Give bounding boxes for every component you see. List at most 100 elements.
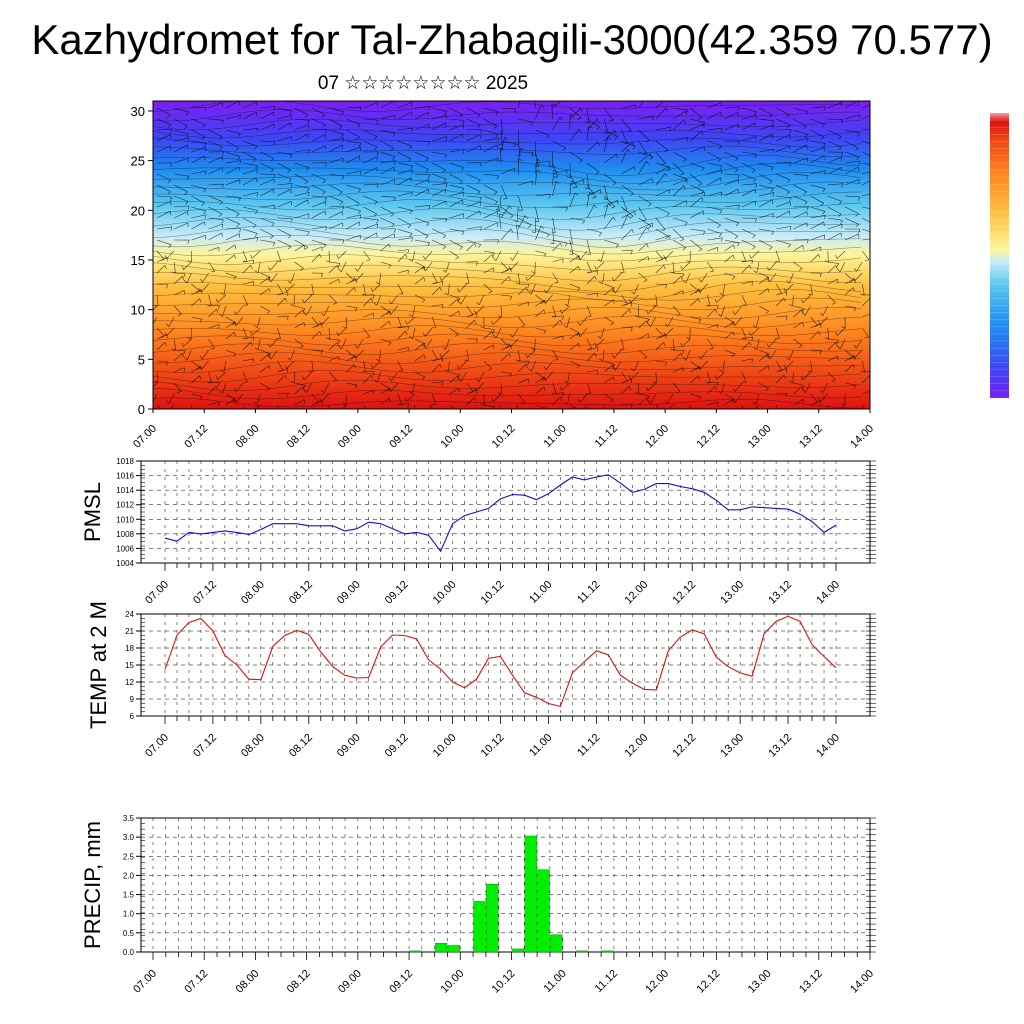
ytick-label: 3.5 xyxy=(123,814,135,823)
ytick-label: 24 xyxy=(125,610,134,619)
heatmap-xtick-label: 11.00 xyxy=(541,423,568,450)
panel-frame xyxy=(140,817,871,953)
ytick-label: 0.0 xyxy=(123,948,135,957)
precip-bar xyxy=(550,934,563,953)
ytick-label: 2.5 xyxy=(123,852,135,861)
xtick-label: 08.12 xyxy=(285,968,313,996)
series-line xyxy=(164,615,837,708)
heatmap-xtick-label: 10.00 xyxy=(438,423,466,451)
xtick-label: 11.12 xyxy=(575,579,602,606)
temp-panel: 6 9 12 15 18 21 24 07.00 07.12 08.00 08.12 09.00 09.… xyxy=(86,601,876,760)
xtick-label: 08.00 xyxy=(239,732,267,760)
precip-panel: 0.0 0.5 1.0 1.5 2.0 2.5 3.0 3.5 07.00 07.12 08.00 0… xyxy=(80,814,876,996)
ytick-label: 15 xyxy=(125,661,134,670)
ytick-label: 12 xyxy=(125,678,134,687)
heatmap-xtick-label: 14.00 xyxy=(848,423,876,451)
heatmap-ytick-label: 15 xyxy=(131,253,145,268)
colorbar xyxy=(990,112,1009,399)
ytick-label: 3.0 xyxy=(123,833,135,842)
heatmap-xtick-label: 12.12 xyxy=(695,423,723,451)
xtick-label: 14.00 xyxy=(848,968,876,996)
xtick-label: 13.12 xyxy=(797,968,825,996)
heatmap-ytick-label: 0 xyxy=(138,402,145,417)
precip-bar xyxy=(473,901,486,953)
ylabel: PRECIP, mm xyxy=(80,821,105,949)
heatmap-xtick-label: 07.12 xyxy=(182,423,210,451)
xtick-label: 14.00 xyxy=(814,732,842,760)
xtick-label: 07.12 xyxy=(191,579,219,607)
xtick-label: 12.12 xyxy=(670,579,698,607)
ytick-label: 1004 xyxy=(116,559,134,568)
precip-bar xyxy=(537,869,550,953)
page-title: Kazhydromet for Tal-Zhabagili-3000(42.35… xyxy=(31,16,993,63)
xtick-label: 07.12 xyxy=(182,968,210,996)
ytick-label: 0.5 xyxy=(123,929,135,938)
xtick-label: 14.00 xyxy=(814,579,842,607)
heatmap-ytick-label: 30 xyxy=(131,104,145,119)
xtick-label: 11.00 xyxy=(541,968,568,995)
heatmap-xtick-label: 10.12 xyxy=(490,423,518,451)
xtick-label: 13.12 xyxy=(766,732,794,760)
heatmap-ytick-label: 5 xyxy=(138,352,145,367)
xtick-label: 08.00 xyxy=(239,579,267,607)
precip-bar xyxy=(601,950,614,953)
heatmap-xtick-label: 11.12 xyxy=(593,423,620,450)
xtick-label: 08.00 xyxy=(234,968,262,996)
ytick-label: 1008 xyxy=(116,530,134,539)
xtick-label: 07.12 xyxy=(191,732,219,760)
xtick-label: 09.00 xyxy=(335,732,363,760)
ylabel: TEMP at 2 M xyxy=(86,601,111,729)
precip-bar xyxy=(447,945,461,953)
ylabel: PMSL xyxy=(80,482,105,542)
xtick-label: 11.12 xyxy=(575,732,602,759)
xtick-label: 09.00 xyxy=(335,579,363,607)
heatmap-ytick-label: 25 xyxy=(131,154,145,169)
heatmap-xtick-label: 08.00 xyxy=(234,423,262,451)
xtick-label: 08.12 xyxy=(287,732,315,760)
xtick-label: 13.00 xyxy=(718,732,746,760)
xtick-label: 10.00 xyxy=(431,579,459,607)
xtick-label: 09.12 xyxy=(383,579,411,607)
xtick-label: 12.00 xyxy=(643,968,671,996)
heatmap-xtick-label: 12.00 xyxy=(643,423,671,451)
ytick-label: 1012 xyxy=(116,501,134,510)
xtick-label: 07.00 xyxy=(131,968,159,996)
xtick-label: 12.00 xyxy=(622,732,650,760)
xtick-label: 11.00 xyxy=(527,732,554,759)
precip-bar xyxy=(511,948,525,953)
precip-bar xyxy=(524,835,537,953)
xtick-label: 10.00 xyxy=(431,732,459,760)
xtick-label: 10.12 xyxy=(490,968,518,996)
heatmap-xtick-label: 13.12 xyxy=(797,423,825,451)
xtick-label: 10.00 xyxy=(438,968,466,996)
xtick-label: 10.12 xyxy=(479,732,507,760)
xtick-label: 09.00 xyxy=(336,968,364,996)
xtick-label: 12.12 xyxy=(670,732,698,760)
pmsl-panel: 1004 1006 1008 1010 1012 1014 1016 1018 07.00 07.… xyxy=(80,457,876,607)
precip-bar xyxy=(434,942,448,953)
xtick-label: 07.00 xyxy=(143,579,171,607)
heatmap-ytick-label: 20 xyxy=(131,203,145,218)
precip-bar xyxy=(409,950,422,953)
cross-section-panel: 0 5 10 15 20 25 30 07.00 07.12 08.00 08.12 09.00 09.… xyxy=(131,100,876,451)
ytick-label: 1006 xyxy=(116,544,134,553)
xtick-label: 12.12 xyxy=(695,968,723,996)
heatmap-xtick-label: 08.12 xyxy=(285,423,313,451)
heatmap-field xyxy=(153,101,870,409)
xtick-label: 11.12 xyxy=(593,968,620,995)
xtick-label: 13.00 xyxy=(718,579,746,607)
precip-bar xyxy=(486,883,499,953)
heatmap-xtick-label: 09.00 xyxy=(336,423,364,451)
ytick-label: 2.0 xyxy=(123,871,135,880)
ytick-label: 1014 xyxy=(116,486,134,495)
xtick-label: 08.12 xyxy=(287,579,315,607)
series-line xyxy=(164,474,837,553)
ytick-label: 18 xyxy=(125,644,134,653)
xtick-label: 13.12 xyxy=(766,579,794,607)
wind-barbs xyxy=(153,101,870,409)
xtick-label: 09.12 xyxy=(387,968,415,996)
xtick-label: 07.00 xyxy=(143,732,171,760)
heatmap-xtick-label: 13.00 xyxy=(746,423,774,451)
heatmap-xtick-label: 07.00 xyxy=(131,423,159,451)
